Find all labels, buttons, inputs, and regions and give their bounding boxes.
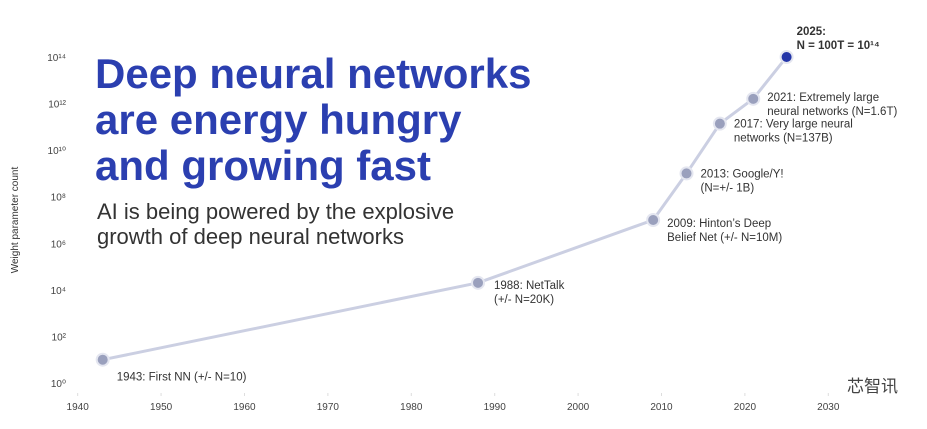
point [712, 116, 727, 131]
y-tick-label: 10² [52, 332, 67, 343]
y-tick-label: 10⁸ [51, 193, 66, 204]
x-tick-label: 2010 [650, 402, 673, 413]
x-tick-label: 1970 [317, 402, 340, 413]
annotation: N = 100T = 10¹⁴ [797, 40, 880, 52]
point [95, 352, 110, 367]
point [746, 91, 761, 106]
annotation: (N=+/- 1B) [701, 182, 755, 194]
y-axis-label: Weight parameter count [10, 167, 21, 274]
watermark: 芯智讯 [847, 377, 898, 396]
x-tick-label: 1960 [233, 402, 256, 413]
subtitle-line: AI is being powered by the explosive [97, 199, 454, 224]
x-tick-label: 2020 [734, 402, 757, 413]
y-tick-label: 10¹⁴ [47, 53, 66, 64]
title-line: Deep neural networks [95, 50, 531, 97]
point [679, 166, 694, 181]
annotation: 2009: Hinton’s Deep [667, 218, 771, 230]
subtitle-line: growth of deep neural networks [97, 224, 404, 249]
annotation: (+/- N=20K) [494, 294, 554, 306]
y-tick-label: 10¹² [48, 100, 66, 111]
y-tick-label: 10⁰ [51, 379, 66, 390]
annotation: 1988: NetTalk [494, 280, 565, 292]
annotation: Belief Net (+/- N=10M) [667, 232, 782, 244]
x-tick-label: 1990 [484, 402, 507, 413]
y-tick-label: 10⁴ [51, 286, 66, 297]
annotation: 2017: Very large neural [734, 119, 853, 131]
x-tick-label: 1950 [150, 402, 173, 413]
annotation: 2025: [797, 26, 826, 38]
point [646, 213, 661, 227]
x-tick-label: 1940 [67, 402, 90, 413]
x-tick-label: 2000 [567, 402, 590, 413]
annotation: networks (N=137B) [734, 133, 833, 145]
x-tick-label: 1980 [400, 402, 423, 413]
point [471, 275, 486, 290]
title-line: and growing fast [95, 142, 431, 189]
annotation: 2021: Extremely large [767, 92, 879, 104]
annotation: 2013: Google/Y! [701, 168, 784, 180]
point [779, 50, 794, 64]
annotation: neural networks (N=1.6T) [767, 106, 897, 118]
title-line: are energy hungry [95, 96, 462, 143]
annotation: 1943: First NN (+/- N=10) [117, 372, 247, 384]
x-tick-label: 2030 [817, 402, 840, 413]
y-tick-label: 10⁶ [51, 239, 66, 250]
y-tick-label: 10¹⁰ [48, 146, 66, 157]
